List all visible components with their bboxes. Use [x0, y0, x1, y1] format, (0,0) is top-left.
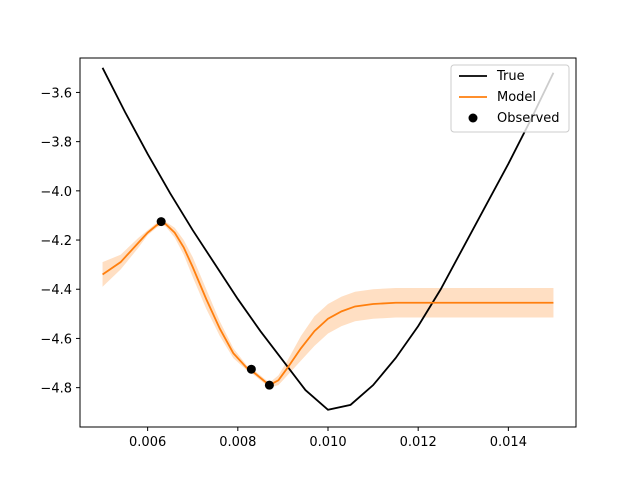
x-axis-ticks: 0.006 0.008 0.010 0.012 0.014 [129, 427, 527, 450]
legend-model-label: Model [497, 90, 536, 105]
true-series-line [101, 67, 555, 411]
y-tick-label: −3.8 [40, 136, 72, 151]
legend-observed-swatch [468, 113, 478, 123]
model-uncertainty-band [102, 220, 554, 388]
legend: True Model Observed [450, 64, 570, 133]
x-tick-label: 0.006 [129, 435, 166, 450]
y-tick-label: −4.2 [40, 234, 72, 249]
x-tick-label: 0.010 [309, 435, 346, 450]
y-tick-label: −3.6 [40, 86, 72, 101]
observed-points [156, 217, 274, 390]
legend-true-label: True [496, 69, 525, 84]
plot-area [101, 67, 555, 411]
legend-box [450, 64, 570, 133]
observed-point [264, 380, 274, 390]
x-tick-label: 0.008 [219, 435, 256, 450]
y-tick-label: −4.8 [40, 382, 72, 397]
y-tick-label: −4.6 [40, 332, 72, 347]
x-tick-label: 0.012 [400, 435, 437, 450]
observed-point [246, 364, 256, 374]
y-tick-label: −4.4 [40, 283, 72, 298]
observed-point [156, 217, 166, 227]
legend-observed-label: Observed [497, 111, 560, 126]
y-tick-label: −4.0 [40, 185, 72, 200]
axes-frame [79, 57, 577, 428]
x-tick-label: 0.014 [490, 435, 527, 450]
y-axis-ticks: −3.6 −3.8 −4.0 −4.2 −4.4 −4.6 −4.8 [40, 86, 80, 397]
